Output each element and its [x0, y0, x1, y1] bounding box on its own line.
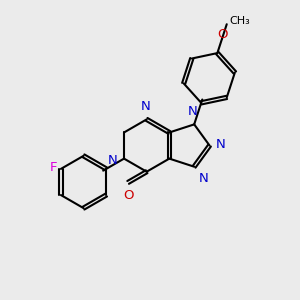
Text: O: O: [123, 189, 134, 202]
Text: O: O: [218, 28, 228, 41]
Text: F: F: [50, 161, 58, 174]
Text: CH₃: CH₃: [229, 16, 250, 26]
Text: N: N: [108, 154, 118, 166]
Text: N: N: [140, 100, 150, 113]
Text: N: N: [199, 172, 208, 185]
Text: N: N: [216, 138, 226, 151]
Text: N: N: [188, 105, 198, 118]
